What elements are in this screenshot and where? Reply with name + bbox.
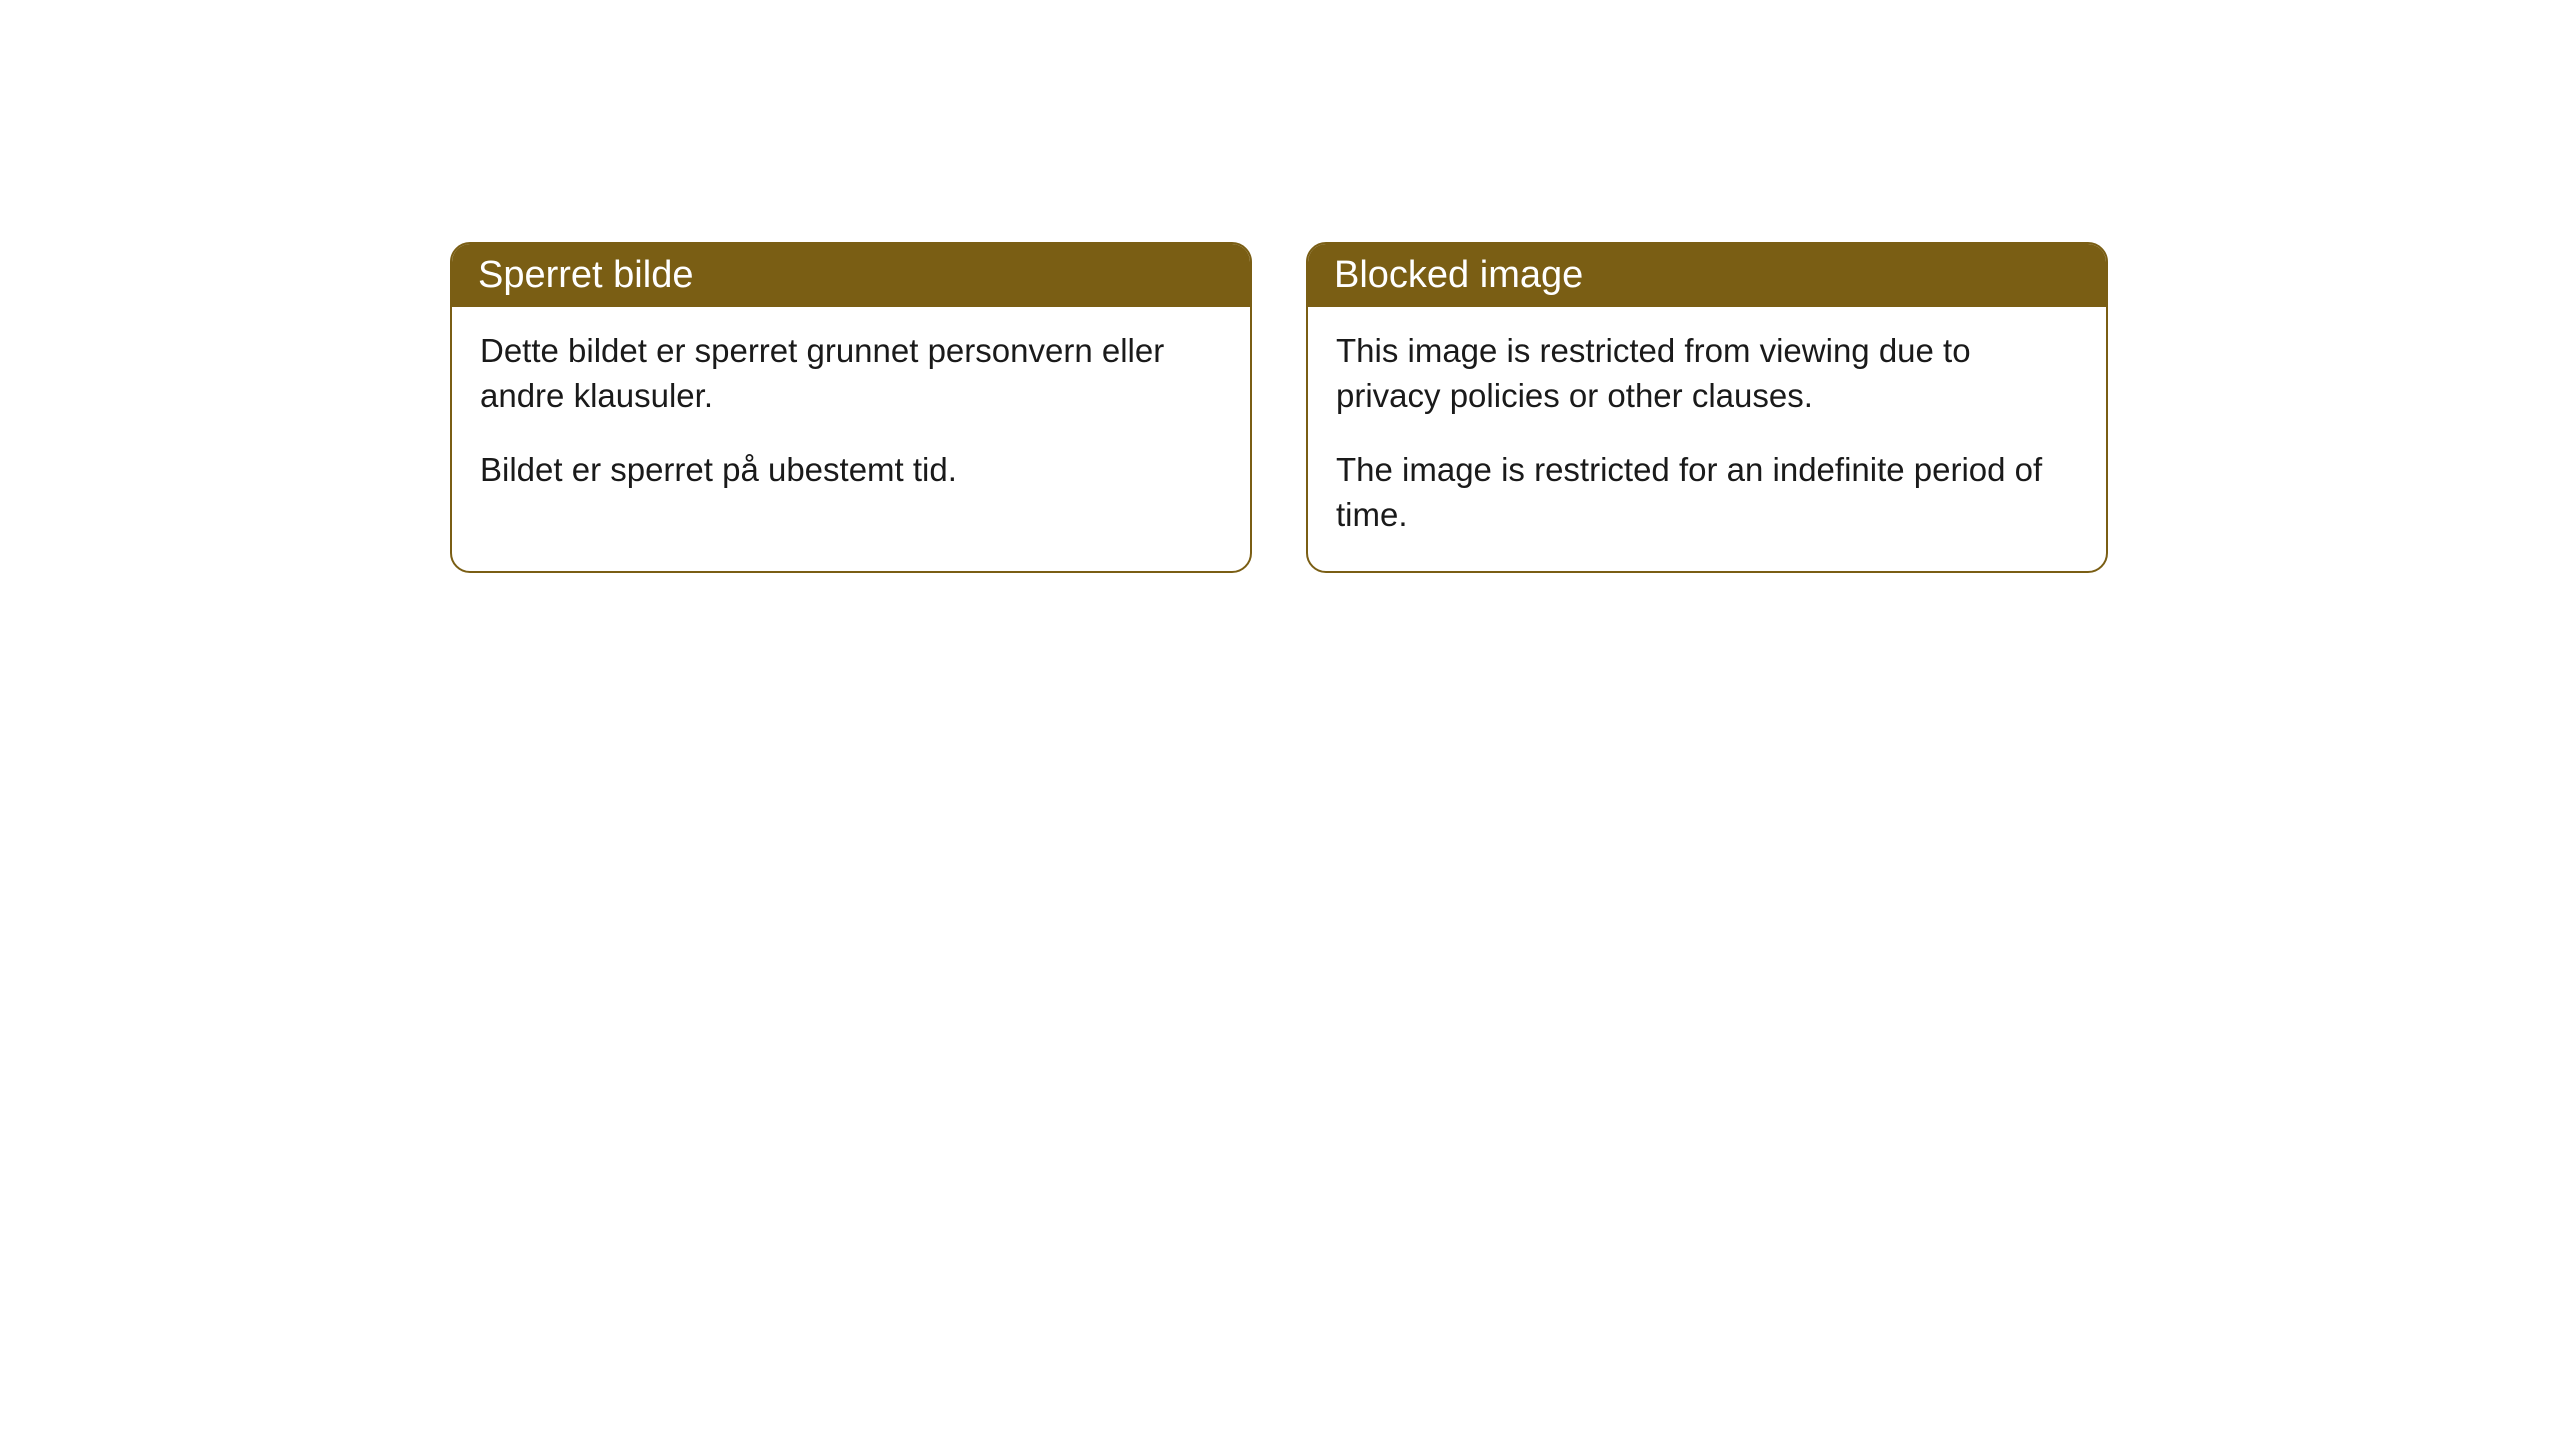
notice-cards-container: Sperret bilde Dette bildet er sperret gr… (450, 242, 2560, 573)
card-header: Sperret bilde (452, 244, 1250, 307)
card-paragraph: Bildet er sperret på ubestemt tid. (480, 448, 1222, 493)
card-paragraph: The image is restricted for an indefinit… (1336, 448, 2078, 537)
card-paragraph: This image is restricted from viewing du… (1336, 329, 2078, 418)
card-title: Blocked image (1334, 254, 1583, 296)
card-body: This image is restricted from viewing du… (1308, 307, 2106, 571)
card-body: Dette bildet er sperret grunnet personve… (452, 307, 1250, 527)
card-title: Sperret bilde (478, 254, 693, 296)
blocked-image-card-english: Blocked image This image is restricted f… (1306, 242, 2108, 573)
card-header: Blocked image (1308, 244, 2106, 307)
blocked-image-card-norwegian: Sperret bilde Dette bildet er sperret gr… (450, 242, 1252, 573)
card-paragraph: Dette bildet er sperret grunnet personve… (480, 329, 1222, 418)
